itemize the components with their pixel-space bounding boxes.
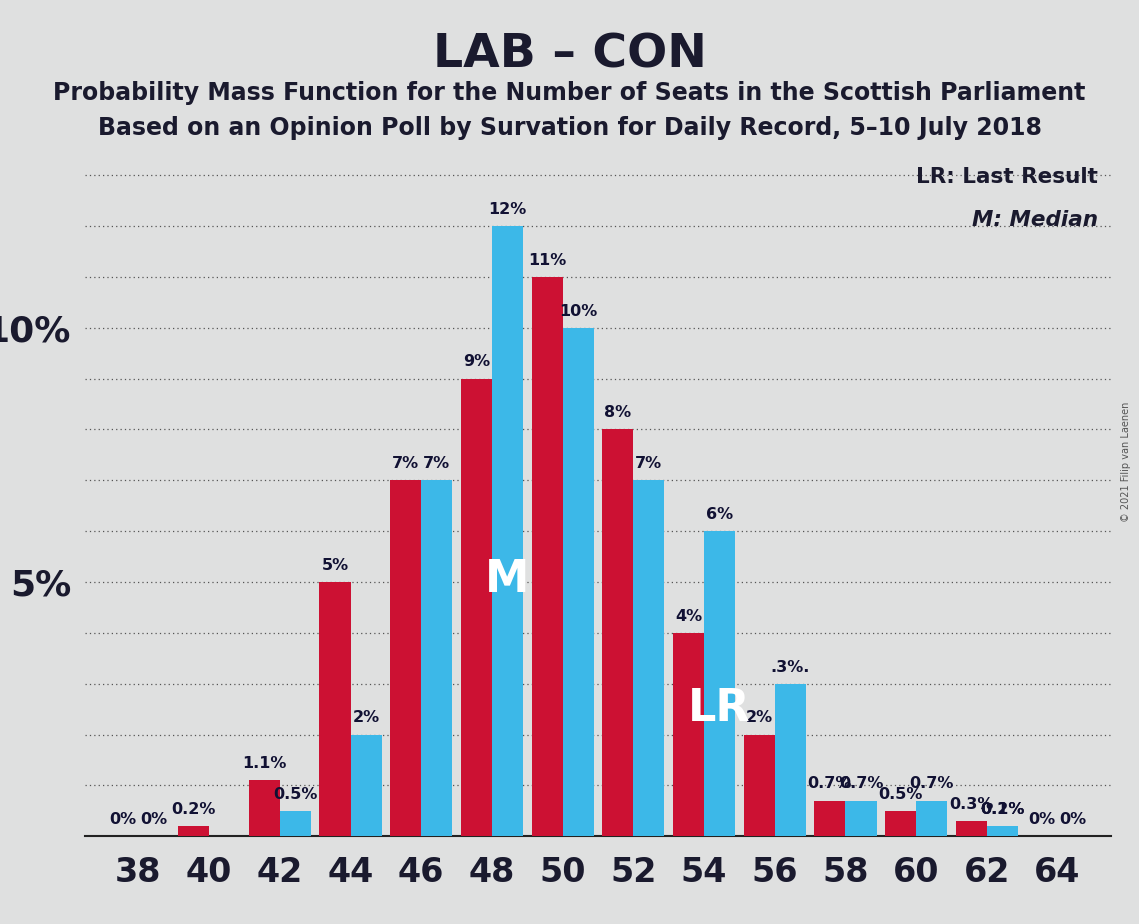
Text: 6%: 6% (706, 507, 734, 522)
Bar (492, 226, 523, 836)
Text: LR: LR (688, 687, 751, 730)
Text: 0%: 0% (1059, 812, 1087, 827)
Text: 2%: 2% (353, 711, 379, 725)
Text: M: Median: M: Median (973, 210, 1098, 230)
Text: M: M (485, 558, 530, 602)
Text: 5%: 5% (321, 558, 349, 573)
Text: 0.7%: 0.7% (909, 776, 953, 792)
Bar (704, 531, 735, 836)
Bar (633, 480, 664, 836)
Text: LR: Last Result: LR: Last Result (917, 167, 1098, 187)
Text: 0.1%: 0.1% (981, 802, 1025, 817)
Bar (814, 800, 845, 836)
Bar (351, 735, 382, 836)
Text: 7%: 7% (636, 456, 663, 471)
Bar (421, 480, 452, 836)
Text: 0.3%: 0.3% (949, 796, 993, 812)
Text: .3%.: .3%. (771, 660, 810, 675)
Bar (319, 582, 351, 836)
Text: 0.2%: 0.2% (171, 802, 215, 817)
Text: 0.7%: 0.7% (838, 776, 883, 792)
Text: 1.1%: 1.1% (243, 756, 287, 772)
Text: 0.5%: 0.5% (273, 786, 318, 802)
Text: 0.7%: 0.7% (808, 776, 852, 792)
Text: 0.2%: 0.2% (981, 802, 1025, 817)
Bar (391, 480, 421, 836)
Text: Based on an Opinion Poll by Survation for Daily Record, 5–10 July 2018: Based on an Opinion Poll by Survation fo… (98, 116, 1041, 140)
Text: 9%: 9% (462, 355, 490, 370)
Text: 0%: 0% (109, 812, 137, 827)
Bar (744, 735, 775, 836)
Bar (956, 821, 986, 836)
Text: 7%: 7% (424, 456, 450, 471)
Text: 0.5%: 0.5% (878, 786, 923, 802)
Text: 2%: 2% (746, 711, 772, 725)
Text: © 2021 Filip van Laenen: © 2021 Filip van Laenen (1121, 402, 1131, 522)
Text: 0%: 0% (1029, 812, 1056, 827)
Text: 11%: 11% (528, 252, 566, 268)
Bar (461, 379, 492, 836)
Text: 10%: 10% (559, 303, 597, 319)
Text: 0%: 0% (140, 812, 167, 827)
Text: 8%: 8% (604, 406, 631, 420)
Bar (673, 633, 704, 836)
Bar (532, 277, 563, 836)
Bar (775, 684, 805, 836)
Text: LAB – CON: LAB – CON (433, 32, 706, 78)
Text: 7%: 7% (392, 456, 419, 471)
Text: 4%: 4% (675, 609, 702, 624)
Bar (563, 328, 593, 836)
Bar (916, 800, 948, 836)
Text: Probability Mass Function for the Number of Seats in the Scottish Parliament: Probability Mass Function for the Number… (54, 81, 1085, 105)
Bar (885, 810, 916, 836)
Bar (280, 810, 311, 836)
Bar (248, 780, 280, 836)
Bar (845, 800, 877, 836)
Text: 12%: 12% (489, 201, 526, 217)
Bar (178, 826, 210, 836)
Bar (603, 430, 633, 836)
Bar (986, 826, 1018, 836)
